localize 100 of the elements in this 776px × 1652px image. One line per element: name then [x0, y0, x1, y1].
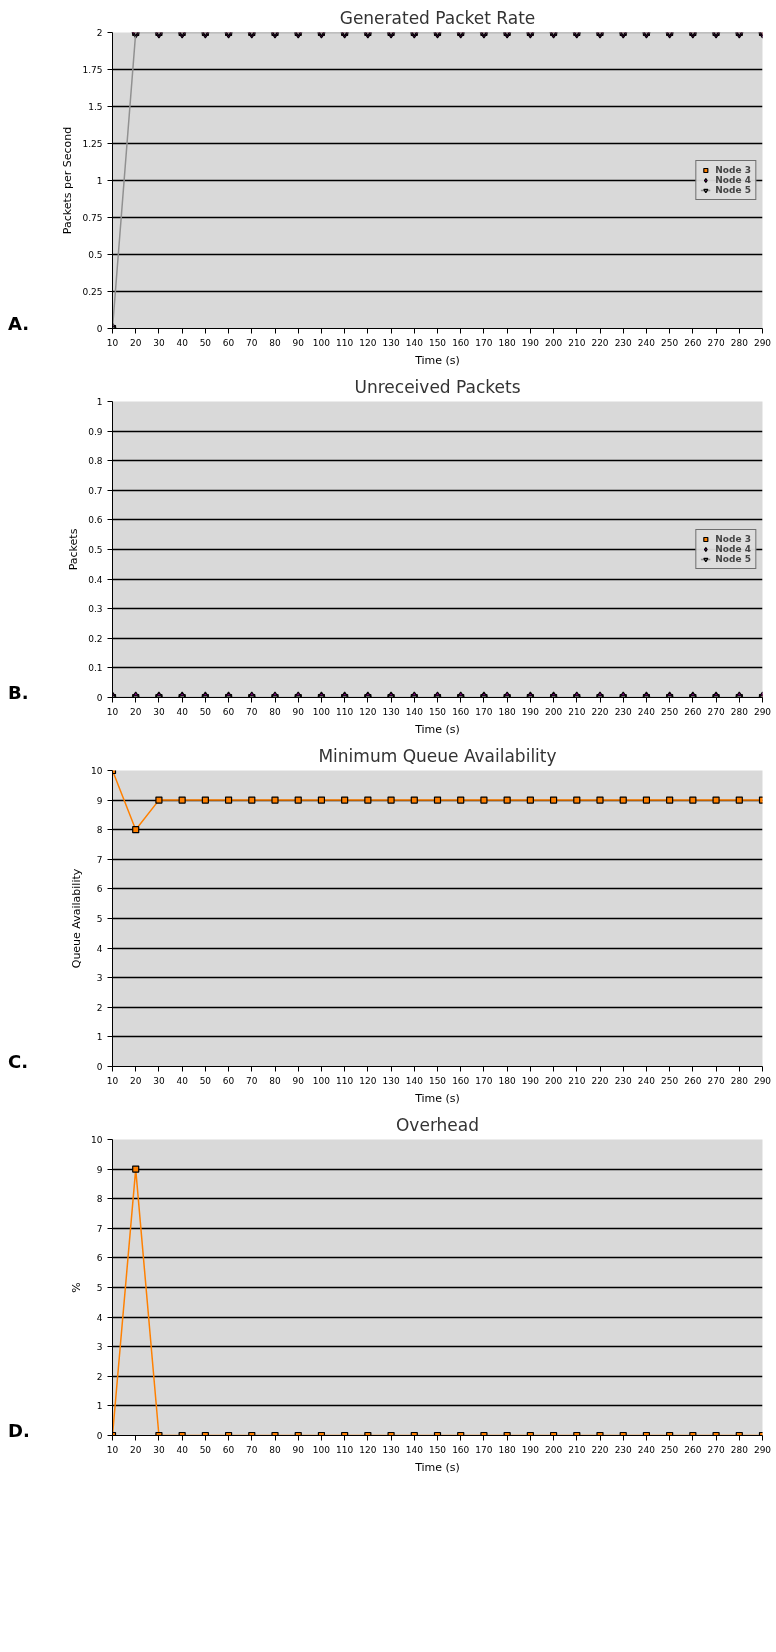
legend-label: Node 4 [715, 175, 751, 185]
chart-title: Generated Packet Rate [339, 7, 536, 28]
y-tick-label: 2 [96, 1002, 103, 1013]
x-axis-title: Time (s) [414, 722, 460, 736]
y-tick-label: 7 [96, 1223, 103, 1234]
y-tick-label: 0.5 [88, 545, 103, 555]
x-tick-label: 110 [336, 1444, 354, 1455]
y-tick-label: 10 [91, 766, 103, 776]
x-tick-label: 190 [521, 1075, 540, 1086]
x-tick-label: 290 [753, 1444, 772, 1455]
x-tick-label: 30 [153, 1444, 165, 1455]
x-tick-label: 210 [568, 1075, 586, 1086]
x-tick-label: 200 [544, 706, 563, 717]
x-tick-label: 30 [153, 1075, 165, 1086]
x-tick-label: 150 [428, 706, 447, 717]
x-tick-label: 10 [106, 1075, 119, 1086]
x-tick-label: 290 [753, 1075, 772, 1086]
x-tick-label: 90 [292, 706, 305, 717]
x-tick-label: 200 [544, 1075, 563, 1086]
x-tick-label: 80 [269, 337, 281, 348]
x-tick-label: 240 [637, 1075, 656, 1086]
x-tick-label: 270 [707, 706, 725, 717]
legend-label: Node 3 [715, 165, 751, 175]
legend-label: Node 5 [715, 185, 751, 195]
y-tick-label: 0.75 [82, 213, 103, 223]
legend-label: Node 4 [715, 544, 751, 554]
y-tick-label: 0.2 [88, 633, 103, 644]
x-tick-label: 70 [246, 337, 258, 348]
x-tick-label: 250 [661, 1075, 679, 1086]
x-tick-label: 20 [129, 706, 142, 717]
x-tick-label: 140 [405, 706, 424, 717]
x-tick-label: 180 [498, 337, 517, 348]
x-tick-label: 20 [129, 1075, 142, 1086]
y-tick-label: 5 [96, 914, 103, 924]
x-tick-label: 100 [312, 706, 331, 717]
x-tick-label: 120 [359, 337, 377, 348]
legend-label: Node 3 [715, 534, 751, 544]
x-tick-label: 130 [382, 337, 400, 348]
x-tick-label: 280 [730, 1075, 749, 1086]
x-tick-label: 110 [336, 706, 354, 717]
x-tick-label: 250 [661, 1444, 679, 1455]
x-tick-label: 70 [246, 1075, 258, 1086]
x-tick-label: 140 [405, 1444, 424, 1455]
x-tick-label: 60 [222, 1075, 235, 1086]
x-tick-label: 220 [591, 1075, 609, 1086]
x-tick-label: 160 [452, 706, 470, 717]
y-tick-label: 1 [96, 1401, 103, 1412]
text: D. [8, 1419, 30, 1443]
y-tick-label: 0 [96, 1062, 103, 1072]
text: C. [8, 1050, 29, 1074]
y-tick-label: 1.5 [88, 102, 103, 112]
y-axis-title: % [70, 1282, 84, 1293]
text: B. [8, 681, 29, 705]
y-tick-label: 1 [96, 397, 103, 407]
x-tick-label: 130 [382, 1444, 400, 1455]
y-tick-label: 3 [96, 1342, 103, 1353]
y-tick-label: 0.8 [88, 456, 103, 467]
x-tick-label: 100 [312, 1075, 331, 1086]
y-tick-label: 0.5 [88, 250, 103, 260]
x-tick-label: 220 [591, 1444, 609, 1455]
chart-title: Overhead [395, 1114, 480, 1135]
x-tick-label: 170 [475, 1444, 493, 1455]
x-tick-label: 280 [730, 706, 749, 717]
y-tick-label: 7 [96, 854, 103, 865]
x-tick-label: 290 [753, 706, 772, 717]
x-tick-label: 170 [475, 706, 493, 717]
x-tick-label: 100 [312, 337, 331, 348]
x-tick-label: 260 [684, 1075, 702, 1086]
x-tick-label: 50 [199, 1444, 212, 1455]
x-tick-label: 40 [176, 337, 189, 348]
x-tick-label: 30 [153, 706, 165, 717]
x-tick-label: 270 [707, 1075, 725, 1086]
x-tick-label: 120 [359, 706, 377, 717]
y-tick-label: 0.4 [88, 574, 103, 585]
y-tick-label: 6 [96, 884, 103, 895]
x-tick-label: 250 [661, 706, 679, 717]
x-tick-label: 140 [405, 337, 424, 348]
x-tick-label: 110 [336, 1075, 354, 1086]
x-tick-label: 10 [106, 706, 119, 717]
x-tick-label: 180 [498, 1075, 517, 1086]
x-tick-label: 150 [428, 1444, 447, 1455]
x-tick-label: 230 [614, 337, 633, 348]
chart-title: Unreceived Packets [354, 376, 521, 397]
x-tick-label: 200 [544, 337, 563, 348]
x-tick-label: 100 [312, 1444, 331, 1455]
x-tick-label: 270 [707, 1444, 725, 1455]
y-tick-label: 5 [96, 1283, 103, 1293]
x-axis-title: Time (s) [414, 353, 460, 367]
x-tick-label: 210 [568, 706, 586, 717]
x-tick-label: 50 [199, 1075, 212, 1086]
x-tick-label: 50 [199, 706, 212, 717]
y-tick-label: 8 [96, 825, 103, 836]
x-tick-label: 140 [405, 1075, 424, 1086]
x-tick-label: 40 [176, 706, 189, 717]
x-tick-label: 80 [269, 1075, 281, 1086]
x-tick-label: 190 [521, 1444, 540, 1455]
y-tick-label: 6 [96, 1253, 103, 1264]
y-tick-label: 3 [96, 973, 103, 984]
x-tick-label: 260 [684, 706, 702, 717]
x-tick-label: 200 [544, 1444, 563, 1455]
